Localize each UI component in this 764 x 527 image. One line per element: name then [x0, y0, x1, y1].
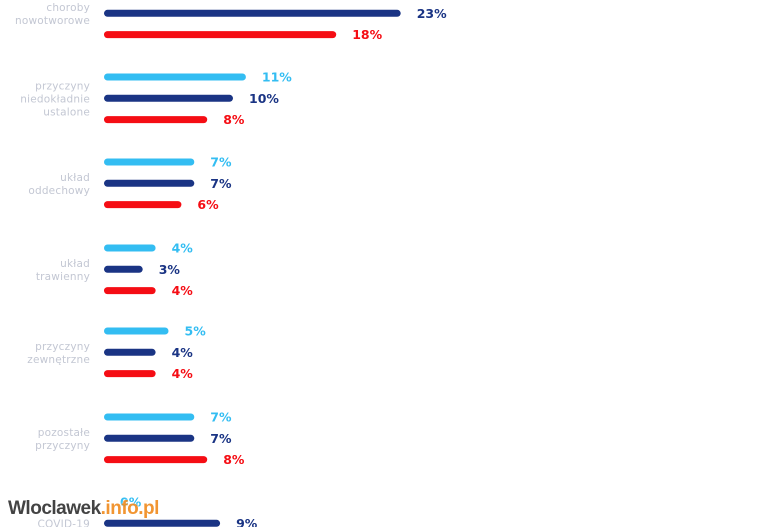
category-label: pozostałe — [38, 427, 90, 439]
bar-light — [104, 73, 246, 81]
category-label: choroby — [46, 2, 90, 14]
watermark-text-main: Wloclawek — [8, 498, 101, 519]
bar-value-label: 4% — [172, 283, 194, 298]
bar-value-label: 9% — [236, 516, 258, 527]
bar-value-label: 11% — [262, 70, 292, 85]
bar-value-label: 23% — [417, 6, 447, 21]
category-label: nowotworowe — [15, 15, 90, 27]
bar-value-label: 0% — [120, 495, 142, 510]
category-label: przyczyny — [35, 341, 90, 353]
bar-light — [104, 158, 195, 166]
bar-red — [104, 116, 208, 124]
bar-value-label: 7% — [210, 176, 232, 191]
bar-value-label: 7% — [210, 431, 232, 446]
bar-red — [104, 201, 182, 209]
bar-light — [104, 413, 195, 421]
bar-value-label: 7% — [210, 410, 232, 425]
bar-value-label: 4% — [172, 345, 194, 360]
bar-dark — [104, 9, 401, 17]
category-label: przyczyny — [35, 440, 90, 452]
category-label: COVID-19 — [37, 518, 90, 527]
category-label: zewnętrzne — [27, 354, 90, 366]
site-watermark: Wloclawek.info.pl — [8, 498, 159, 520]
category-label: trawienny — [36, 271, 90, 283]
bar-dark — [104, 179, 195, 187]
bar-light — [104, 327, 169, 335]
bar-value-label: 10% — [249, 91, 279, 106]
bar-value-label: 4% — [172, 241, 194, 256]
category-label: oddechowy — [28, 185, 90, 197]
bar-value-label: 8% — [223, 452, 245, 467]
bar-value-label: 3% — [159, 262, 181, 277]
bar-value-label: 18% — [352, 27, 382, 42]
bar-dark — [104, 94, 233, 102]
bar-dark — [104, 348, 156, 356]
bar-value-label: 5% — [185, 324, 207, 339]
category-label: układ — [60, 258, 90, 270]
bar-value-label: 6% — [197, 197, 219, 212]
category-label: układ — [60, 172, 90, 184]
bar-dark — [104, 434, 195, 442]
bar-dark — [104, 265, 143, 273]
bar-red — [104, 287, 156, 295]
bar-value-label: 7% — [210, 155, 232, 170]
category-label: przyczyny — [35, 80, 90, 92]
watermark-text-domain: .info.pl — [100, 498, 160, 519]
bar-value-label: 4% — [172, 366, 194, 381]
bar-red — [104, 370, 156, 378]
bar-light — [104, 244, 156, 252]
bar-red — [104, 456, 208, 464]
bar-dark — [104, 519, 221, 527]
category-label: ustalone — [43, 106, 90, 118]
bar-red — [104, 31, 337, 39]
bar-value-label: 8% — [223, 112, 245, 127]
category-label: niedokładnie — [20, 93, 90, 105]
